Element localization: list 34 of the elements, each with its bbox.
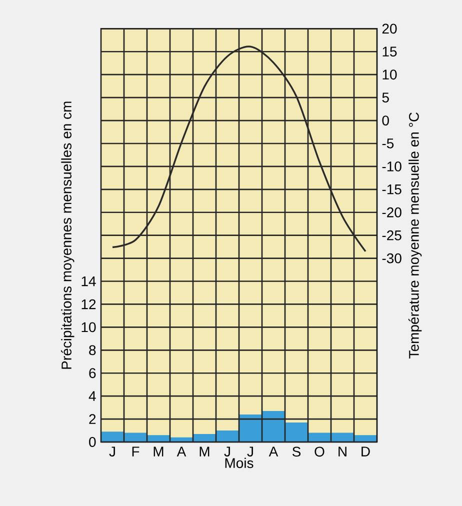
y2-tick-label: 20 bbox=[382, 24, 397, 34]
x-tick-label: O bbox=[314, 446, 324, 457]
y2-tick-label: 15 bbox=[382, 46, 397, 57]
x-axis-title: Mois bbox=[225, 458, 254, 468]
y-tick-label: 12 bbox=[82, 299, 96, 310]
y2-tick-label: 0 bbox=[382, 116, 389, 126]
y-tick-label: 10 bbox=[82, 322, 96, 332]
x-tick-label: D bbox=[362, 446, 370, 456]
x-tick-label: A bbox=[176, 446, 186, 456]
y-tick-label: 14 bbox=[82, 276, 96, 286]
y-tick-label: 2 bbox=[89, 414, 96, 424]
y2-axis-title: Température moyenne mensuelle en °C bbox=[408, 112, 422, 358]
x-tick-label: M bbox=[154, 446, 164, 456]
x-tick-label: S bbox=[292, 446, 301, 457]
x-tick-label: M bbox=[200, 446, 210, 456]
y2-tick-label: -30 bbox=[382, 253, 402, 264]
y2-tick-label: -5 bbox=[382, 138, 394, 148]
y-tick-label: 4 bbox=[88, 391, 96, 401]
y2-tick-label: -10 bbox=[382, 162, 402, 172]
y-tick-label: 8 bbox=[89, 345, 96, 356]
y-axis-title: Précipitations moyennes mensuelles en cm bbox=[61, 102, 74, 369]
x-tick-label: N bbox=[338, 446, 346, 456]
y2-tick-label: 10 bbox=[382, 70, 397, 80]
y2-tick-label: -25 bbox=[382, 230, 402, 240]
x-tick-label: A bbox=[268, 446, 278, 456]
y2-tick-label: -20 bbox=[382, 207, 402, 218]
x-tick-label: J bbox=[109, 446, 115, 456]
y2-tick-label: 5 bbox=[382, 92, 389, 102]
y-tick-label: 6 bbox=[89, 368, 96, 378]
x-tick-label: J bbox=[247, 446, 253, 456]
x-tick-label: F bbox=[132, 446, 140, 456]
x-tick-label: J bbox=[224, 446, 230, 456]
y-tick-label: 0 bbox=[89, 437, 96, 447]
y2-tick-label: -15 bbox=[382, 184, 402, 194]
